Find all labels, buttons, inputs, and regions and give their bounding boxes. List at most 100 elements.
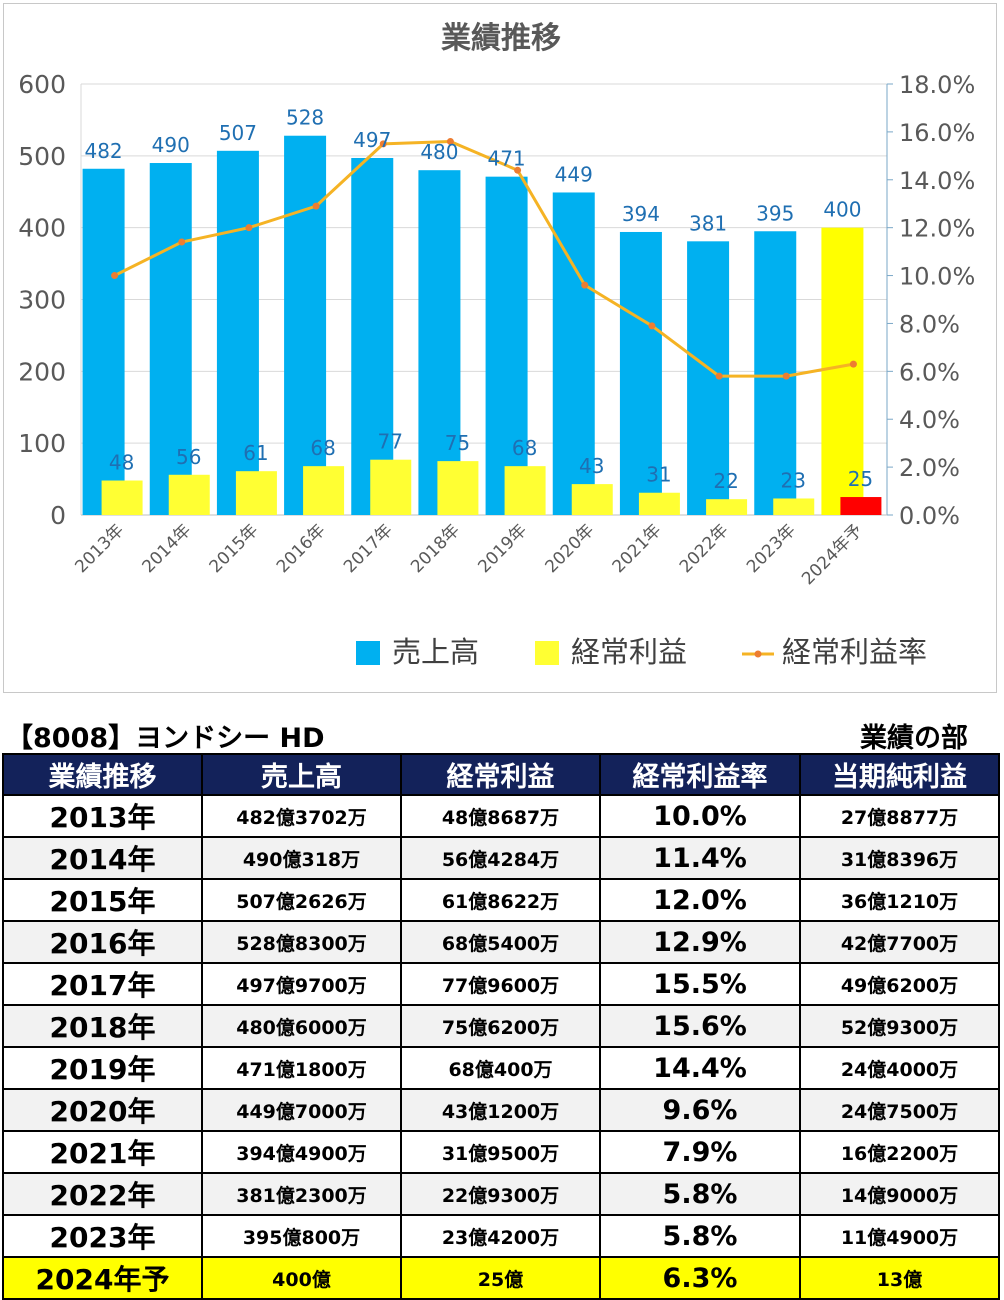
cell-sales: 471億1800万	[201, 1046, 402, 1090]
cell-sales: 400億	[201, 1256, 402, 1300]
cell-profit-rate: 7.9%	[599, 1130, 801, 1174]
cell-period: 2014年	[2, 836, 203, 880]
cell-ordinary-profit: 56億4284万	[400, 836, 601, 880]
rate-point	[379, 140, 387, 148]
bar-ordinary-profit	[303, 466, 345, 515]
cell-sales: 480億6000万	[201, 1004, 402, 1048]
cell-profit-rate: 9.6%	[599, 1088, 801, 1132]
y-right-tick-label: 14.0%	[899, 167, 975, 195]
cell-profit-rate: 6.3%	[599, 1256, 801, 1300]
rate-point	[581, 281, 589, 289]
rate-line	[113, 139, 854, 378]
cell-profit-rate: 15.5%	[599, 962, 801, 1006]
table-row: 2022年 381億2300万 22億9300万 5.8% 14億9000万	[2, 1172, 1000, 1216]
sales-data-label: 400	[823, 198, 861, 222]
y-right-tick-label: 8.0%	[899, 310, 960, 338]
sales-data-label: 480	[420, 140, 458, 164]
y-right-tick-label: 10.0%	[899, 263, 975, 291]
cell-profit-rate: 5.8%	[599, 1172, 801, 1216]
table-row: 2013年 482億3702万 48億8687万 10.0% 27億8877万	[2, 794, 1000, 838]
cell-ordinary-profit: 68億400万	[400, 1046, 601, 1090]
profit-data-label: 77	[378, 430, 403, 454]
table-row: 2015年 507億2626万 61億8622万 12.0% 36億1210万	[2, 878, 1000, 922]
cell-net-income: 42億7700万	[799, 920, 1000, 964]
header-profit-rate: 経常利益率	[599, 753, 801, 796]
cell-net-income: 27億8877万	[799, 794, 1000, 838]
cell-sales: 497億9700万	[201, 962, 402, 1006]
cell-ordinary-profit: 68億5400万	[400, 920, 601, 964]
cell-profit-rate: 10.0%	[599, 794, 801, 838]
cell-period: 2021年	[2, 1130, 203, 1174]
cell-sales: 449億7000万	[201, 1088, 402, 1132]
cell-profit-rate: 15.6%	[599, 1004, 801, 1048]
legend-label-rate: 経常利益率	[782, 635, 927, 669]
x-tick-label: 2016年	[273, 520, 330, 577]
bar-ordinary-profit	[638, 492, 680, 515]
cell-period: 2017年	[2, 962, 203, 1006]
bar-sales	[754, 231, 797, 515]
bar-sales	[351, 157, 394, 515]
x-tick-label: 2019年	[474, 520, 531, 577]
table-row: 2019年 471億1800万 68億400万 14.4% 24億4000万	[2, 1046, 1000, 1090]
cell-ordinary-profit: 75億6200万	[400, 1004, 601, 1048]
bar-ordinary-profit	[168, 474, 210, 515]
bar-sales	[687, 241, 730, 515]
rate-point	[111, 272, 119, 280]
chart-title: 業績推移	[441, 21, 561, 56]
bar-ordinary-profit	[571, 484, 613, 515]
cell-net-income: 11億4900万	[799, 1214, 1000, 1258]
sales-data-label: 449	[555, 162, 593, 186]
cell-net-income: 24億7500万	[799, 1088, 1000, 1132]
x-tick-label: 2015年	[206, 520, 263, 577]
cell-net-income: 16億2200万	[799, 1130, 1000, 1174]
cell-profit-rate: 12.0%	[599, 878, 801, 922]
x-tick-label: 2013年	[71, 520, 128, 577]
cell-sales: 528億8300万	[201, 920, 402, 964]
legend-swatch-rate-marker	[754, 650, 762, 658]
cell-profit-rate: 11.4%	[599, 836, 801, 880]
cell-sales: 490億318万	[201, 836, 402, 880]
cell-period: 2018年	[2, 1004, 203, 1048]
bar-sales	[552, 192, 595, 516]
profit-data-label: 68	[512, 436, 537, 460]
table-title-bar: 【8008】ヨンドシー HD 業績の部	[0, 712, 1004, 754]
sales-data-label: 395	[756, 201, 794, 225]
profit-data-label: 56	[176, 445, 201, 469]
rate-point	[312, 202, 320, 210]
rate-point	[849, 360, 857, 368]
y-left-tick-label: 100	[18, 429, 66, 458]
table-row: 2023年 395億800万 23億4200万 5.8% 11億4900万	[2, 1214, 1000, 1258]
bar-sales	[82, 168, 125, 515]
cell-sales: 507億2626万	[201, 878, 402, 922]
y-right-tick-label: 18.0%	[899, 71, 975, 99]
cell-ordinary-profit: 61億8622万	[400, 878, 601, 922]
header-ordinary-profit: 経常利益	[400, 753, 601, 796]
x-tick-label: 2023年	[743, 520, 800, 577]
rate-point	[178, 238, 186, 246]
cell-sales: 381億2300万	[201, 1172, 402, 1216]
profit-data-label: 22	[713, 469, 738, 493]
cell-net-income: 13億	[799, 1256, 1000, 1300]
cell-period: 2019年	[2, 1046, 203, 1090]
cell-profit-rate: 12.9%	[599, 920, 801, 964]
y-right-tick-label: 0.0%	[899, 502, 960, 530]
x-tick-label: 2024年予	[798, 520, 867, 589]
table-row: 2021年 394億4900万 31億9500万 7.9% 16億2200万	[2, 1130, 1000, 1174]
table-body: 2013年 482億3702万 48億8687万 10.0% 27億8877万 2014年…	[2, 794, 1000, 1300]
y-right-tick-label: 6.0%	[899, 358, 960, 386]
cell-period: 2022年	[2, 1172, 203, 1216]
table-row: 2017年 497億9700万 77億9600万 15.5% 49億6200万	[2, 962, 1000, 1006]
sales-data-label: 482	[84, 139, 122, 163]
rate-point	[514, 166, 522, 174]
cell-ordinary-profit: 48億8687万	[400, 794, 601, 838]
performance-chart: 業績推移 0 100 200 300 400 500 600 0.0% 2.0% 4.0% 6.0% 8…	[18, 21, 975, 669]
bar-ordinary-profit	[235, 471, 277, 515]
bar-sales	[821, 227, 864, 515]
table-row: 2020年 449億7000万 43億1200万 9.6% 24億7500万	[2, 1088, 1000, 1132]
y-right-tick-label: 2.0%	[899, 454, 960, 482]
bar-ordinary-profit	[773, 498, 815, 515]
table-row: 2014年 490億318万 56億4284万 11.4% 31億8396万	[2, 836, 1000, 880]
cell-period: 2013年	[2, 794, 203, 838]
cell-period: 2016年	[2, 920, 203, 964]
rate-point	[648, 322, 656, 330]
